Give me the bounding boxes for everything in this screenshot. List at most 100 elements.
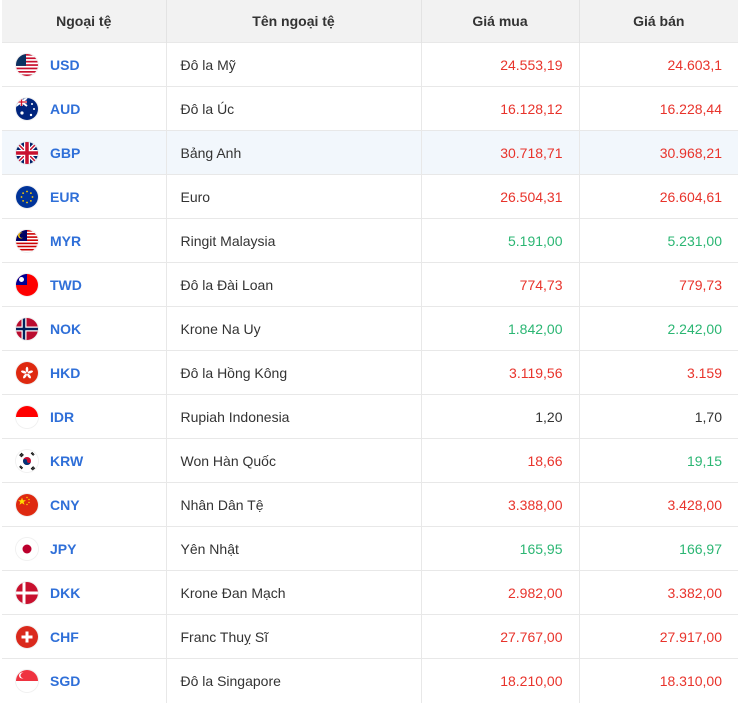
table-row[interactable]: TWD Đô la Đài Loan 774,73 779,73 (2, 262, 738, 307)
au-flag-icon (16, 97, 38, 120)
currency-code[interactable]: CNY (50, 496, 80, 513)
table-row[interactable]: EUR Euro 26.504,31 26.604,61 (2, 174, 738, 219)
currency-code[interactable]: GBP (50, 144, 81, 161)
currency-code-cell: HKD (2, 350, 167, 395)
currency-code[interactable]: AUD (50, 100, 81, 117)
buy-price: 1.842,00 (421, 306, 580, 351)
table-row[interactable]: SGD Đô la Singapore 18.210,00 18.310,00 (2, 658, 738, 703)
buy-price: 5.191,00 (421, 218, 580, 263)
table-row[interactable]: MYR Ringit Malaysia 5.191,00 5.231,00 (2, 218, 738, 263)
table-row[interactable]: DKK Krone Đan Mạch 2.982,00 3.382,00 (2, 570, 738, 615)
table-row[interactable]: USD Đô la Mỹ 24.553,19 24.603,1 (2, 42, 738, 87)
ch-flag-icon (16, 625, 38, 648)
currency-name: Krone Na Uy (166, 306, 422, 351)
us-flag-icon (16, 53, 38, 76)
sell-price: 5.231,00 (579, 218, 738, 263)
buy-price: 165,95 (421, 526, 580, 571)
table-row[interactable]: CNY Nhân Dân Tệ 3.388,00 3.428,00 (2, 482, 738, 527)
my-flag-icon (16, 229, 38, 252)
sell-price: 24.603,1 (579, 42, 738, 87)
tw-flag-icon (16, 273, 38, 296)
table-row[interactable]: AUD Đô la Úc 16.128,12 16.228,44 (2, 86, 738, 131)
header-buy-price: Giá mua (421, 0, 580, 43)
currency-name: Won Hàn Quốc (166, 438, 422, 483)
sell-price: 26.604,61 (579, 174, 738, 219)
sell-price: 779,73 (579, 262, 738, 307)
currency-name: Đô la Singapore (166, 658, 422, 703)
sell-price: 1,70 (579, 394, 738, 439)
currency-name: Đô la Mỹ (166, 42, 422, 87)
buy-price: 27.767,00 (421, 614, 580, 659)
currency-code[interactable]: DKK (50, 584, 81, 601)
table-body: USD Đô la Mỹ 24.553,19 24.603,1 AUD Đô la Úc 1… (2, 42, 738, 703)
table-row[interactable]: GBP Bảng Anh 30.718,71 30.968,21 (2, 130, 738, 175)
table-row[interactable]: KRW Won Hàn Quốc 18,66 19,15 (2, 438, 738, 483)
currency-code[interactable]: IDR (50, 408, 75, 425)
table-row[interactable]: CHF Franc Thuỵ Sĩ 27.767,00 27.917,00 (2, 614, 738, 659)
buy-price: 1,20 (421, 394, 580, 439)
no-flag-icon (16, 317, 38, 340)
buy-price: 18.210,00 (421, 658, 580, 703)
currency-name: Đô la Hồng Kông (166, 350, 422, 395)
buy-price: 774,73 (421, 262, 580, 307)
currency-code-cell: DKK (2, 570, 167, 615)
gb-flag-icon (16, 141, 38, 164)
buy-price: 3.119,56 (421, 350, 580, 395)
eu-flag-icon (16, 185, 38, 208)
currency-code[interactable]: JPY (50, 540, 77, 557)
sell-price: 3.428,00 (579, 482, 738, 527)
buy-price: 16.128,12 (421, 86, 580, 131)
buy-price: 3.388,00 (421, 482, 580, 527)
jp-flag-icon (16, 537, 38, 560)
currency-code[interactable]: NOK (50, 320, 82, 337)
sell-price: 3.159 (579, 350, 738, 395)
table-row[interactable]: HKD Đô la Hồng Kông 3.119,56 3.159 (2, 350, 738, 395)
sell-price: 30.968,21 (579, 130, 738, 175)
header-currency: Ngoại tệ (2, 0, 167, 43)
currency-name: Bảng Anh (166, 130, 422, 175)
currency-code[interactable]: CHF (50, 628, 79, 645)
currency-name: Franc Thuỵ Sĩ (166, 614, 422, 659)
sell-price: 2.242,00 (579, 306, 738, 351)
sell-price: 16.228,44 (579, 86, 738, 131)
currency-code-cell: GBP (2, 130, 167, 175)
currency-code-cell: MYR (2, 218, 167, 263)
currency-code-cell: AUD (2, 86, 167, 131)
table-row[interactable]: JPY Yên Nhật 165,95 166,97 (2, 526, 738, 571)
currency-code-cell: KRW (2, 438, 167, 483)
currency-code-cell: TWD (2, 262, 167, 307)
hk-flag-icon (16, 361, 38, 384)
currency-code[interactable]: USD (50, 56, 80, 73)
table-row[interactable]: NOK Krone Na Uy 1.842,00 2.242,00 (2, 306, 738, 351)
sell-price: 27.917,00 (579, 614, 738, 659)
dk-flag-icon (16, 581, 38, 604)
currency-code[interactable]: KRW (50, 452, 84, 469)
buy-price: 26.504,31 (421, 174, 580, 219)
table-header: Ngoại tệ Tên ngoại tệ Giá mua Giá bán (2, 0, 738, 43)
currency-code[interactable]: EUR (50, 188, 80, 205)
buy-price: 24.553,19 (421, 42, 580, 87)
currency-code[interactable]: HKD (50, 364, 81, 381)
currency-code-cell: SGD (2, 658, 167, 703)
currency-code-cell: CNY (2, 482, 167, 527)
kr-flag-icon (16, 449, 38, 472)
header-sell-price: Giá bán (579, 0, 738, 43)
table-row[interactable]: IDR Rupiah Indonesia 1,20 1,70 (2, 394, 738, 439)
currency-name: Đô la Úc (166, 86, 422, 131)
currency-name: Krone Đan Mạch (166, 570, 422, 615)
id-flag-icon (16, 405, 38, 428)
buy-price: 30.718,71 (421, 130, 580, 175)
currency-code[interactable]: TWD (50, 276, 82, 293)
buy-price: 18,66 (421, 438, 580, 483)
currency-code[interactable]: MYR (50, 232, 82, 249)
currency-name: Rupiah Indonesia (166, 394, 422, 439)
currency-code[interactable]: SGD (50, 672, 81, 689)
currency-code-cell: CHF (2, 614, 167, 659)
sg-flag-icon (16, 669, 38, 692)
currency-name: Ringit Malaysia (166, 218, 422, 263)
currency-name: Yên Nhật (166, 526, 422, 571)
sell-price: 18.310,00 (579, 658, 738, 703)
sell-price: 19,15 (579, 438, 738, 483)
